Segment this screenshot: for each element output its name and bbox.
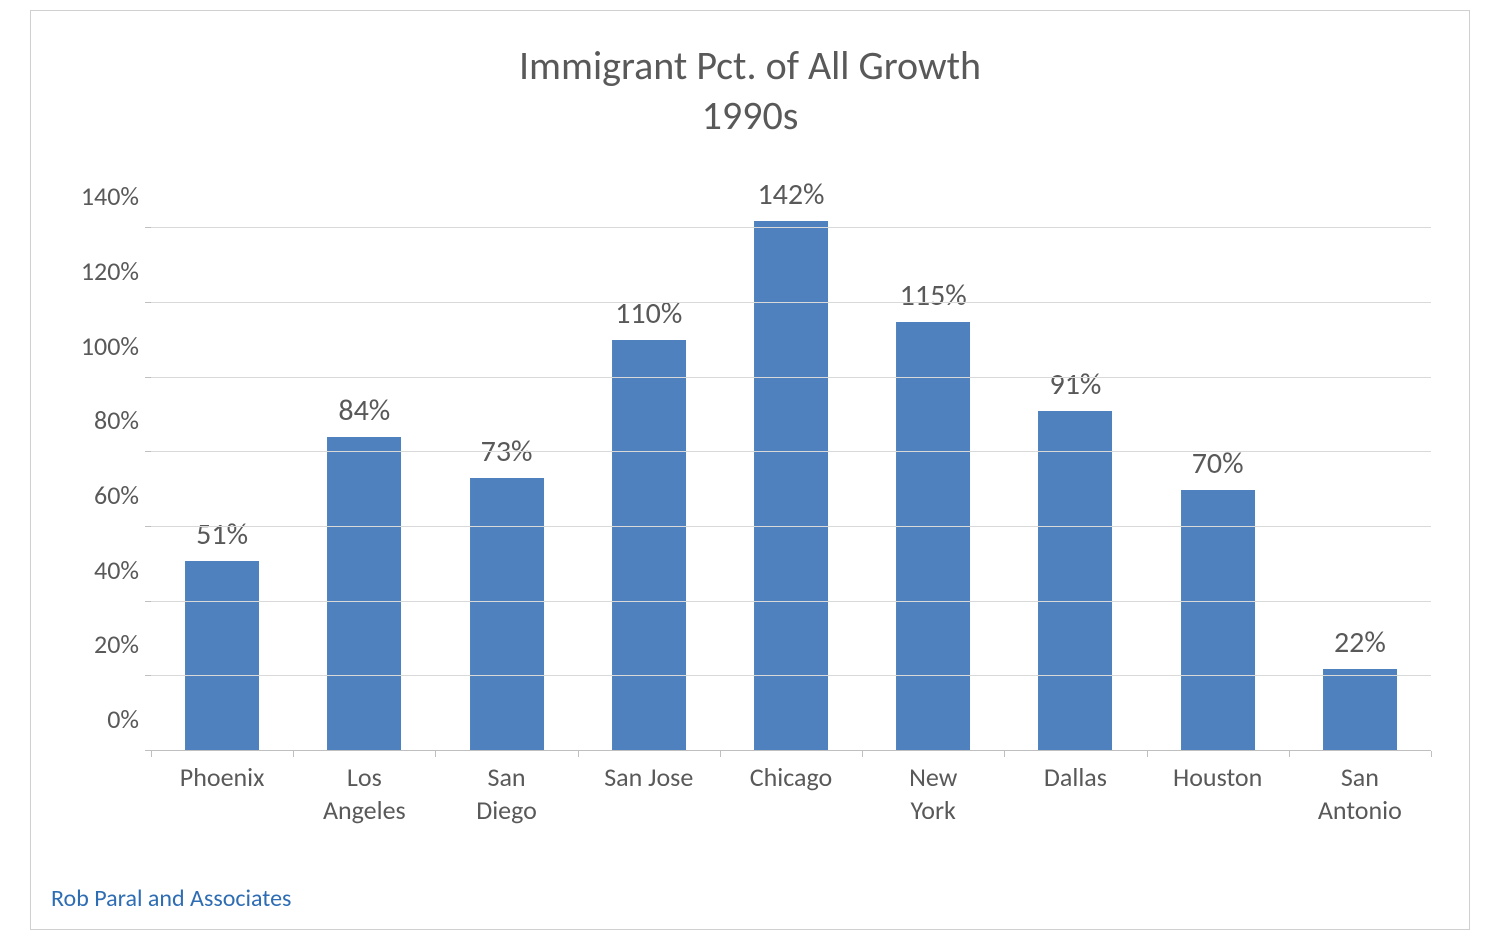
attribution-text: Rob Paral and Associates bbox=[51, 884, 291, 913]
gridline bbox=[151, 302, 1431, 303]
x-axis-baseline bbox=[151, 750, 1431, 751]
xtick-mark bbox=[151, 751, 152, 757]
ytick-label: 100% bbox=[81, 330, 139, 362]
xtick-label: NewYork bbox=[863, 761, 1003, 826]
bar: 51% bbox=[185, 561, 259, 751]
bars-group: 51%Phoenix84%LosAngeles73%SanDiego110%Sa… bbox=[151, 191, 1431, 751]
xtick-mark bbox=[720, 751, 721, 757]
bar-value-label: 22% bbox=[1334, 624, 1386, 661]
gridline bbox=[151, 601, 1431, 602]
bar-slot: 91%Dallas bbox=[1004, 191, 1146, 751]
xtick-mark bbox=[1431, 751, 1432, 757]
ytick-mark bbox=[145, 451, 151, 452]
bar-value-label: 115% bbox=[900, 277, 967, 314]
bar-slot: 22%SanAntonio bbox=[1289, 191, 1431, 751]
bar: 73% bbox=[470, 478, 544, 751]
xtick-mark bbox=[1147, 751, 1148, 757]
plot-area: 51%Phoenix84%LosAngeles73%SanDiego110%Sa… bbox=[151, 191, 1431, 751]
xtick-label: Phoenix bbox=[152, 761, 292, 794]
bar-slot: 73%SanDiego bbox=[435, 191, 577, 751]
xtick-label: Houston bbox=[1148, 761, 1288, 794]
xtick-mark bbox=[578, 751, 579, 757]
bar-slot: 115%NewYork bbox=[862, 191, 1004, 751]
chart-container: Immigrant Pct. of All Growth 1990s 51%Ph… bbox=[30, 10, 1470, 930]
xtick-label: LosAngeles bbox=[294, 761, 434, 826]
ytick-mark bbox=[145, 675, 151, 676]
ytick-label: 80% bbox=[94, 404, 139, 436]
xtick-mark bbox=[1289, 751, 1290, 757]
bar: 91% bbox=[1038, 411, 1112, 751]
ytick-label: 20% bbox=[94, 628, 139, 660]
xtick-label: Chicago bbox=[721, 761, 861, 794]
bar: 22% bbox=[1323, 669, 1397, 751]
gridline bbox=[151, 526, 1431, 527]
xtick-label: San Jose bbox=[579, 761, 719, 794]
bar-value-label: 70% bbox=[1192, 445, 1244, 482]
xtick-mark bbox=[1004, 751, 1005, 757]
gridline bbox=[151, 675, 1431, 676]
ytick-mark bbox=[145, 601, 151, 602]
bar-value-label: 84% bbox=[338, 392, 390, 429]
bar-slot: 51%Phoenix bbox=[151, 191, 293, 751]
bar-value-label: 142% bbox=[757, 176, 824, 213]
bar: 115% bbox=[896, 322, 970, 751]
bar-value-label: 51% bbox=[196, 516, 248, 553]
ytick-label: 0% bbox=[107, 703, 139, 735]
ytick-label: 140% bbox=[81, 180, 139, 212]
bar-slot: 84%LosAngeles bbox=[293, 191, 435, 751]
bar-slot: 142%Chicago bbox=[720, 191, 862, 751]
xtick-label: SanAntonio bbox=[1290, 761, 1430, 826]
ytick-label: 120% bbox=[81, 255, 139, 287]
xtick-label: SanDiego bbox=[437, 761, 577, 826]
xtick-label: Dallas bbox=[1005, 761, 1145, 794]
ytick-mark bbox=[145, 526, 151, 527]
ytick-mark bbox=[145, 302, 151, 303]
bar: 110% bbox=[612, 340, 686, 751]
chart-title-line2: 1990s bbox=[702, 91, 799, 140]
bar: 84% bbox=[327, 437, 401, 751]
gridline bbox=[151, 451, 1431, 452]
bar-value-label: 91% bbox=[1050, 366, 1102, 403]
bar-slot: 70%Houston bbox=[1147, 191, 1289, 751]
gridline bbox=[151, 227, 1431, 228]
xtick-mark bbox=[293, 751, 294, 757]
xtick-mark bbox=[862, 751, 863, 757]
chart-title-line1: Immigrant Pct. of All Growth bbox=[519, 41, 981, 90]
ytick-mark bbox=[145, 227, 151, 228]
bar-slot: 110%San Jose bbox=[578, 191, 720, 751]
bar: 70% bbox=[1181, 490, 1255, 751]
ytick-mark bbox=[145, 377, 151, 378]
xtick-mark bbox=[435, 751, 436, 757]
ytick-label: 60% bbox=[94, 479, 139, 511]
bar: 142% bbox=[754, 221, 828, 751]
bar-value-label: 110% bbox=[615, 295, 682, 332]
ytick-label: 40% bbox=[94, 554, 139, 586]
gridline bbox=[151, 377, 1431, 378]
chart-title: Immigrant Pct. of All Growth 1990s bbox=[31, 11, 1469, 141]
